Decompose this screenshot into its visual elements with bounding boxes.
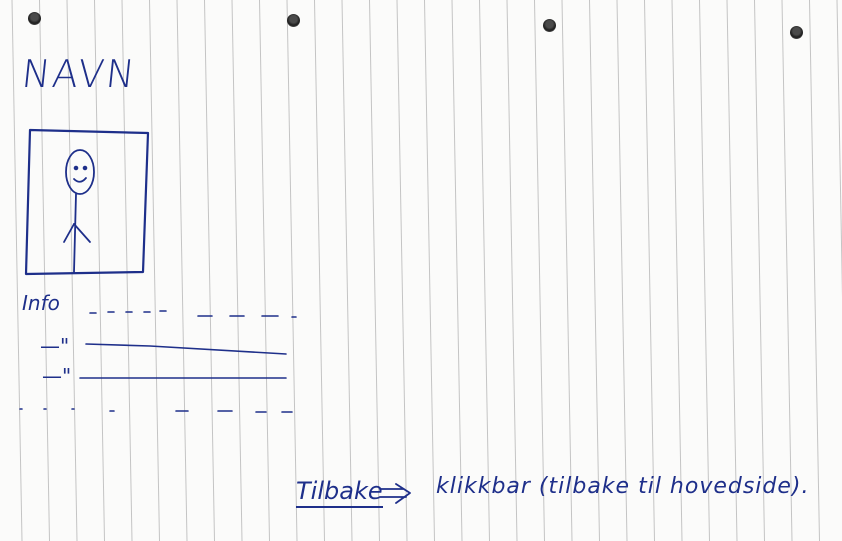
ruling-line xyxy=(616,0,628,541)
ruling-line xyxy=(231,0,243,541)
ditto-mark: —" xyxy=(40,334,70,358)
ruling-line xyxy=(39,0,50,541)
ruling-line xyxy=(11,0,23,541)
ruling-line xyxy=(644,0,655,541)
arrow-right-icon xyxy=(379,483,411,504)
ruling-line xyxy=(314,0,325,541)
page-title: NAVN xyxy=(19,52,139,96)
ruling-line xyxy=(726,0,738,541)
punch-hole xyxy=(543,19,556,32)
punch-hole xyxy=(28,12,41,25)
ditto-mark: —" xyxy=(42,364,72,388)
ruling-line xyxy=(451,0,463,541)
profile-picture xyxy=(24,128,150,276)
punch-hole xyxy=(790,26,803,39)
ruling-line xyxy=(94,0,105,541)
ruling-line xyxy=(809,0,820,541)
info-label: Info xyxy=(22,291,60,315)
ruling-line xyxy=(754,0,765,541)
ruling-line xyxy=(836,0,842,298)
ruling-line xyxy=(534,0,545,541)
ruling-line xyxy=(149,0,160,541)
back-link-note: klikkbar (tilbake til hovedside). xyxy=(436,474,810,499)
ruling-line xyxy=(671,0,683,541)
ruling-line xyxy=(424,0,435,541)
stick-figure-icon xyxy=(63,149,95,273)
ruling-line xyxy=(121,0,133,541)
ruling-line xyxy=(396,0,408,541)
ruling-line xyxy=(506,0,518,541)
punch-hole xyxy=(287,14,300,27)
ruling-line xyxy=(66,0,78,541)
ruling-line xyxy=(204,0,215,541)
ruling-line xyxy=(589,0,600,541)
ruling-line xyxy=(176,0,188,541)
ruling-line xyxy=(341,0,353,541)
ruling-line xyxy=(259,0,270,541)
ruling-line xyxy=(781,0,793,541)
ruling-line xyxy=(369,0,380,541)
back-link[interactable]: Tilbake xyxy=(296,477,383,508)
ruling-line xyxy=(286,0,298,541)
ruling-line xyxy=(479,0,490,541)
ruling-line xyxy=(561,0,573,541)
ruling-line xyxy=(699,0,710,541)
